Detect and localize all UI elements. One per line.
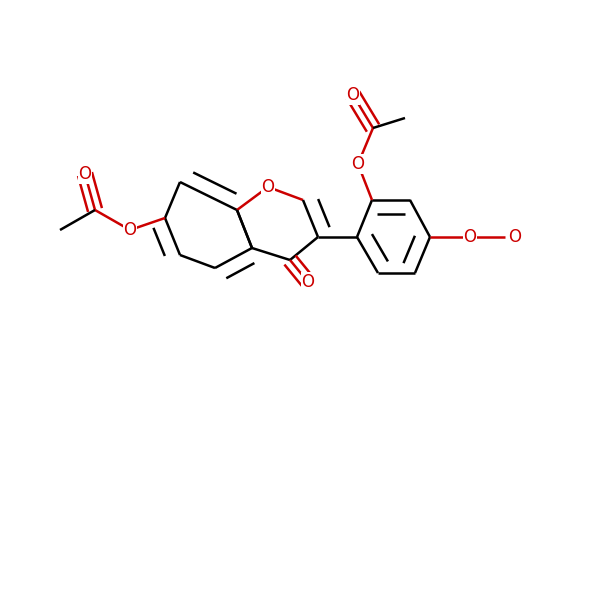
- Text: O: O: [124, 221, 137, 239]
- Text: O: O: [508, 228, 521, 246]
- Text: O: O: [79, 165, 91, 183]
- Text: O: O: [464, 228, 476, 246]
- Text: O: O: [347, 86, 359, 104]
- Text: O: O: [262, 178, 275, 196]
- Text: O: O: [302, 273, 314, 291]
- Text: O: O: [124, 221, 137, 239]
- Text: O: O: [352, 155, 365, 173]
